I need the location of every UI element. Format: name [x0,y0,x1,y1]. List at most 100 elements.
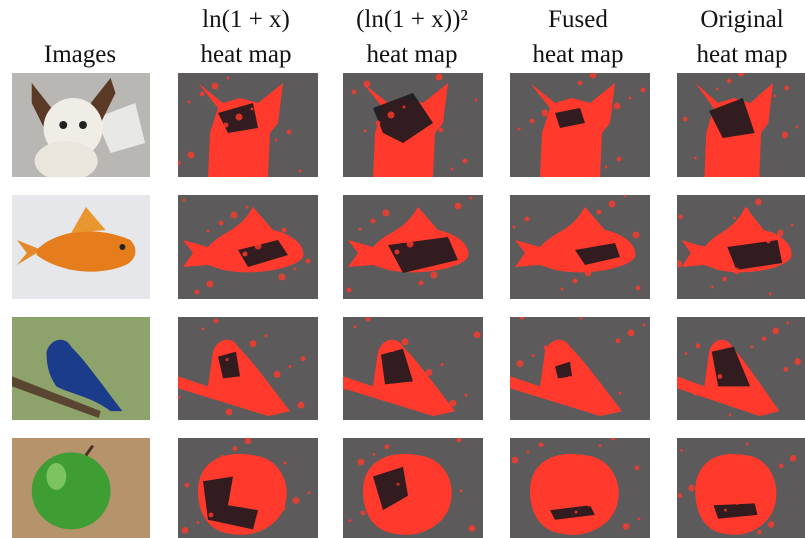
speckle [784,367,789,372]
speckle [705,148,710,153]
cell [510,315,650,420]
speckle [751,345,754,348]
speckle [202,327,205,330]
speckle [188,101,191,104]
speckle [221,455,224,458]
speckle [580,367,587,374]
heat-map [677,70,805,178]
speckle [301,356,306,361]
speckle [359,228,362,231]
speckle [378,356,381,359]
heat-map [677,317,805,420]
speckle [710,514,716,521]
speckle [629,97,632,100]
speckle [685,352,688,355]
speckle [233,446,238,451]
speckle [575,511,578,514]
speckle [769,293,772,296]
speckle [298,402,305,409]
speckle [421,465,428,472]
speckle [238,349,243,354]
speckle [530,119,535,124]
speckle [794,358,800,365]
speckle [226,358,229,361]
speckle [768,521,774,528]
speckle [438,409,443,414]
heat-map [343,195,483,299]
speckle [465,394,468,397]
speckle [366,317,371,322]
speckle [299,170,302,173]
speckle [412,143,419,150]
heat-map [510,72,650,178]
speckle [433,504,438,509]
speckle [289,365,292,368]
eye [119,244,125,250]
speckle [236,114,243,121]
speckle [188,152,195,159]
speckle [349,519,352,522]
speckle [183,199,186,202]
speckle [457,438,462,443]
speckle [260,145,267,152]
eye [79,121,87,129]
cell [677,70,805,178]
speckle [786,321,789,324]
speckle [766,239,771,244]
speckle [279,274,286,281]
speckle [678,215,683,220]
speckle [383,259,386,262]
speckle [694,157,697,160]
speckle [275,139,278,142]
cell [12,438,150,538]
speckle [738,70,744,77]
heat-region [695,454,776,535]
speckle [643,323,646,326]
body [35,141,98,181]
speckle [749,110,754,115]
speckle [605,166,608,169]
speckle [624,195,627,198]
cell [677,317,805,420]
speckle [527,451,530,454]
speckle [537,257,540,260]
speckle [352,90,357,95]
speckle [752,164,755,167]
speckle [599,444,602,447]
speckle [361,511,366,516]
speckle [777,230,783,237]
speckle [195,290,200,295]
speckle [729,414,732,417]
speckle [711,286,714,289]
speckle [262,380,267,385]
cell [12,195,150,299]
speckle [768,472,771,475]
speckle [354,325,357,328]
heat-map [510,195,650,300]
cell [676,195,805,299]
speckle [566,141,573,148]
cell [12,73,150,181]
speckle [556,385,559,388]
speckle [293,497,300,504]
speckle [611,436,616,441]
speckle [451,168,454,171]
speckle [400,152,405,157]
speckle [371,219,376,224]
speckle [563,472,568,477]
cell [178,195,318,299]
speckle [388,112,395,119]
photo [12,438,150,538]
speckle [716,88,719,91]
speckle [450,400,457,407]
speckle [676,261,682,268]
speckle [751,396,757,403]
speckle [226,409,233,416]
speckle [263,99,268,104]
speckle [178,396,181,399]
eye [59,121,67,129]
speckle [520,315,525,320]
speckle [773,95,776,98]
speckle [718,374,723,379]
speckle [287,130,292,135]
